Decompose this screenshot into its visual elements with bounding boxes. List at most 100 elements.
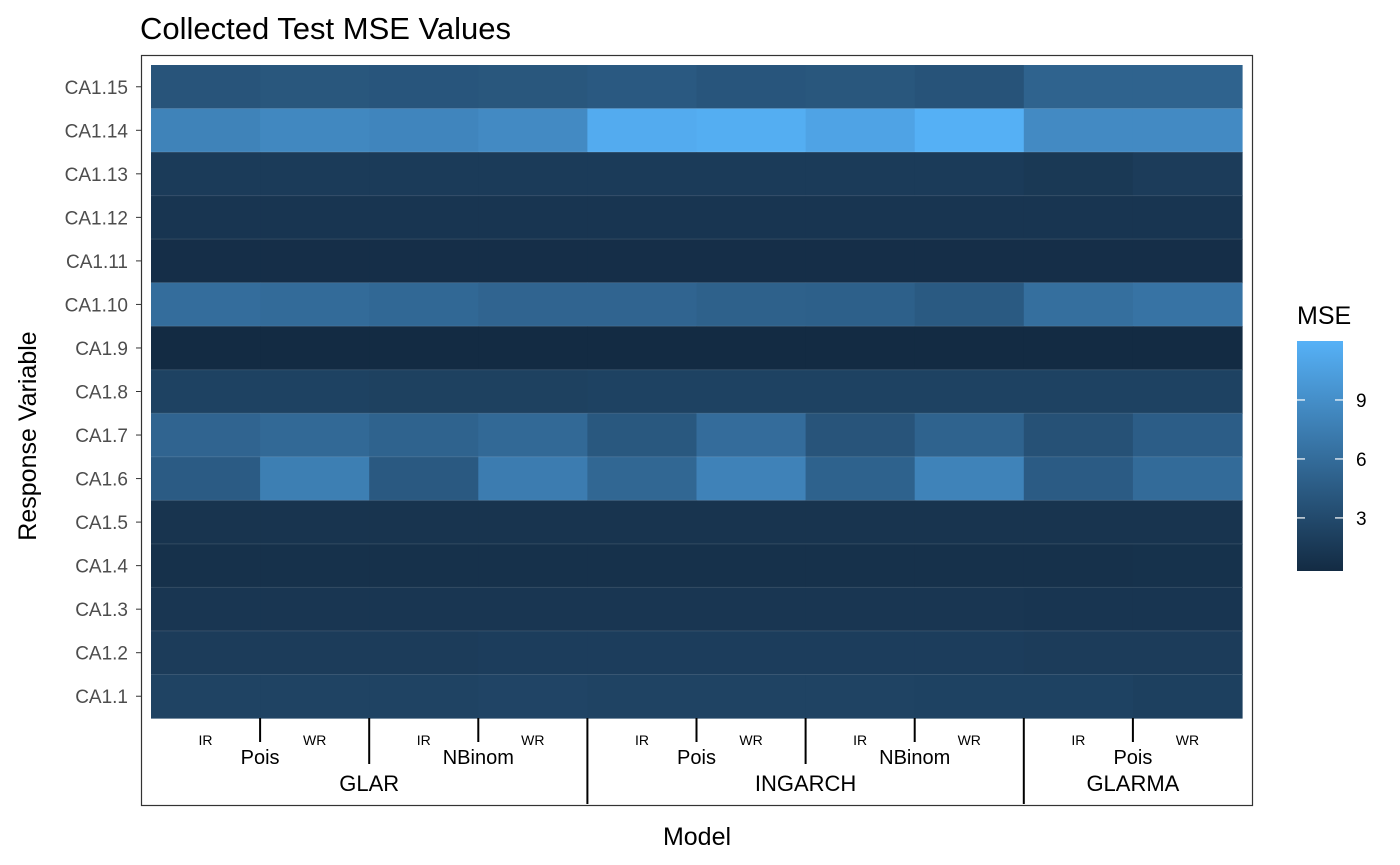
heatmap-cell-CA1.2-1	[151, 630, 261, 676]
heatmap-cell-CA1.15-6	[696, 65, 807, 110]
heatmap-cell-CA1.11-5	[587, 239, 698, 284]
heatmap-cell-CA1.6-8	[914, 456, 1025, 501]
heatmap-cell-CA1.6-4	[478, 456, 588, 501]
heatmap-cell-CA1.1-9	[1023, 674, 1134, 719]
y-tick-label: CA1.6	[75, 470, 128, 491]
heatmap-cell-CA1.9-2	[260, 326, 370, 371]
x-sub-label: IR	[635, 732, 649, 748]
heatmap-cell-CA1.3-4	[478, 587, 588, 632]
heatmap-cell-CA1.13-10	[1132, 152, 1243, 197]
heatmap-cell-CA1.15-9	[1023, 65, 1134, 110]
x-dist-label: NBinom	[443, 747, 514, 769]
heatmap-cell-CA1.12-8	[914, 195, 1025, 240]
heatmap-cell-CA1.12-9	[1023, 195, 1134, 240]
x-model-label: INGARCH	[755, 771, 856, 796]
heatmap-cell-CA1.3-2	[260, 587, 370, 632]
x-dist-label: Pois	[241, 747, 280, 769]
heatmap-cell-CA1.8-10	[1132, 369, 1243, 414]
heatmap-cell-CA1.11-1	[151, 239, 261, 284]
heatmap-cell-CA1.2-2	[260, 630, 370, 676]
y-tick-label: CA1.14	[65, 121, 129, 142]
heatmap-cell-CA1.12-7	[805, 195, 916, 240]
heatmap-cell-CA1.9-3	[369, 326, 479, 371]
y-tick-label: CA1.4	[75, 557, 128, 578]
heatmap-cell-CA1.6-9	[1023, 456, 1134, 501]
heatmap-cell-CA1.10-7	[805, 282, 916, 327]
y-tick-label: CA1.7	[75, 426, 128, 447]
heatmap-cell-CA1.11-3	[369, 239, 479, 284]
heatmap-cell-CA1.5-8	[914, 500, 1025, 545]
heatmap-cell-CA1.13-1	[151, 152, 261, 197]
heatmap-cell-CA1.3-6	[696, 587, 807, 632]
heatmap-cell-CA1.15-2	[260, 65, 370, 110]
x-model-label: GLAR	[339, 771, 399, 796]
heatmap-cell-CA1.8-1	[151, 369, 261, 414]
chart-title: Collected Test MSE Values	[140, 11, 511, 46]
plot-panel	[151, 65, 1243, 719]
heatmap-cell-CA1.13-6	[696, 152, 807, 197]
y-tick-label: CA1.15	[65, 78, 128, 99]
heatmap-cell-CA1.13-9	[1023, 152, 1134, 197]
heatmap-cell-CA1.15-7	[805, 65, 916, 110]
x-axis-title: Model	[663, 823, 731, 851]
heatmap-cell-CA1.15-3	[369, 65, 479, 110]
heatmap-cell-CA1.7-8	[914, 413, 1025, 458]
heatmap-cell-CA1.14-2	[260, 108, 370, 153]
heatmap-cell-CA1.1-3	[369, 674, 479, 719]
y-tick-label: CA1.12	[65, 208, 128, 229]
legend-break-label: 6	[1356, 450, 1367, 471]
legend-break-label: 3	[1356, 509, 1367, 530]
heatmap-cell-CA1.3-8	[914, 587, 1025, 632]
y-tick-label: CA1.9	[75, 339, 128, 360]
x-sub-label: WR	[303, 732, 326, 748]
heatmap-cell-CA1.10-8	[914, 282, 1025, 327]
heatmap-cell-CA1.5-1	[151, 500, 261, 545]
heatmap-cell-CA1.14-1	[151, 108, 261, 153]
heatmap-cell-CA1.3-10	[1132, 587, 1243, 632]
heatmap-cell-CA1.14-8	[914, 108, 1025, 153]
heatmap-cell-CA1.14-3	[369, 108, 479, 153]
x-sub-label: WR	[739, 732, 762, 748]
heatmap-cell-CA1.7-10	[1132, 413, 1243, 458]
heatmap-cell-CA1.15-4	[478, 65, 588, 110]
heatmap-cell-CA1.1-2	[260, 674, 370, 719]
heatmap-cell-CA1.4-8	[914, 543, 1025, 588]
heatmap-cell-CA1.1-8	[914, 674, 1025, 719]
heatmap-cell-CA1.15-1	[151, 65, 261, 110]
heatmap-cell-CA1.8-9	[1023, 369, 1134, 414]
x-model-label: GLARMA	[1086, 771, 1179, 796]
heatmap-cell-CA1.15-8	[914, 65, 1025, 110]
heatmap-cell-CA1.15-10	[1132, 65, 1243, 110]
legend-break-label: 9	[1356, 391, 1367, 412]
heatmap-cell-CA1.6-5	[587, 456, 698, 501]
heatmap-cell-CA1.4-3	[369, 543, 479, 588]
heatmap-cell-CA1.9-6	[696, 326, 807, 371]
heatmap-cell-CA1.9-5	[587, 326, 698, 371]
heatmap-cell-CA1.8-3	[369, 369, 479, 414]
heatmap-cell-CA1.13-8	[914, 152, 1025, 197]
heatmap-cell-CA1.1-6	[696, 674, 807, 719]
heatmap-cell-CA1.4-9	[1023, 543, 1134, 588]
heatmap-cell-CA1.3-3	[369, 587, 479, 632]
heatmap-cell-CA1.7-9	[1023, 413, 1134, 458]
heatmap-cell-CA1.3-1	[151, 587, 261, 632]
heatmap-cell-CA1.6-7	[805, 456, 916, 501]
heatmap-cell-CA1.3-7	[805, 587, 916, 632]
legend-colorbar	[1297, 341, 1343, 571]
heatmap-cell-CA1.4-1	[151, 543, 261, 588]
heatmap-cell-CA1.2-4	[478, 630, 588, 676]
panel-border	[140, 54, 1254, 807]
heatmap-cell-CA1.12-1	[151, 195, 261, 240]
heatmap-cell-CA1.9-10	[1132, 326, 1243, 371]
heatmap-cell-CA1.2-7	[805, 630, 916, 676]
heatmap-cell-CA1.3-9	[1023, 587, 1134, 632]
heatmap-cell-CA1.9-9	[1023, 326, 1134, 371]
heatmap-cell-CA1.10-5	[587, 282, 698, 327]
heatmap-cell-CA1.11-10	[1132, 239, 1243, 284]
heatmap-cell-CA1.11-6	[696, 239, 807, 284]
heatmap-cell-CA1.14-9	[1023, 108, 1134, 153]
colorbar-legend: MSE 3 6 9	[1297, 302, 1367, 571]
heatmap-cell-CA1.13-7	[805, 152, 916, 197]
y-tick-label: CA1.10	[65, 295, 128, 316]
heatmap-cell-CA1.7-2	[260, 413, 370, 458]
